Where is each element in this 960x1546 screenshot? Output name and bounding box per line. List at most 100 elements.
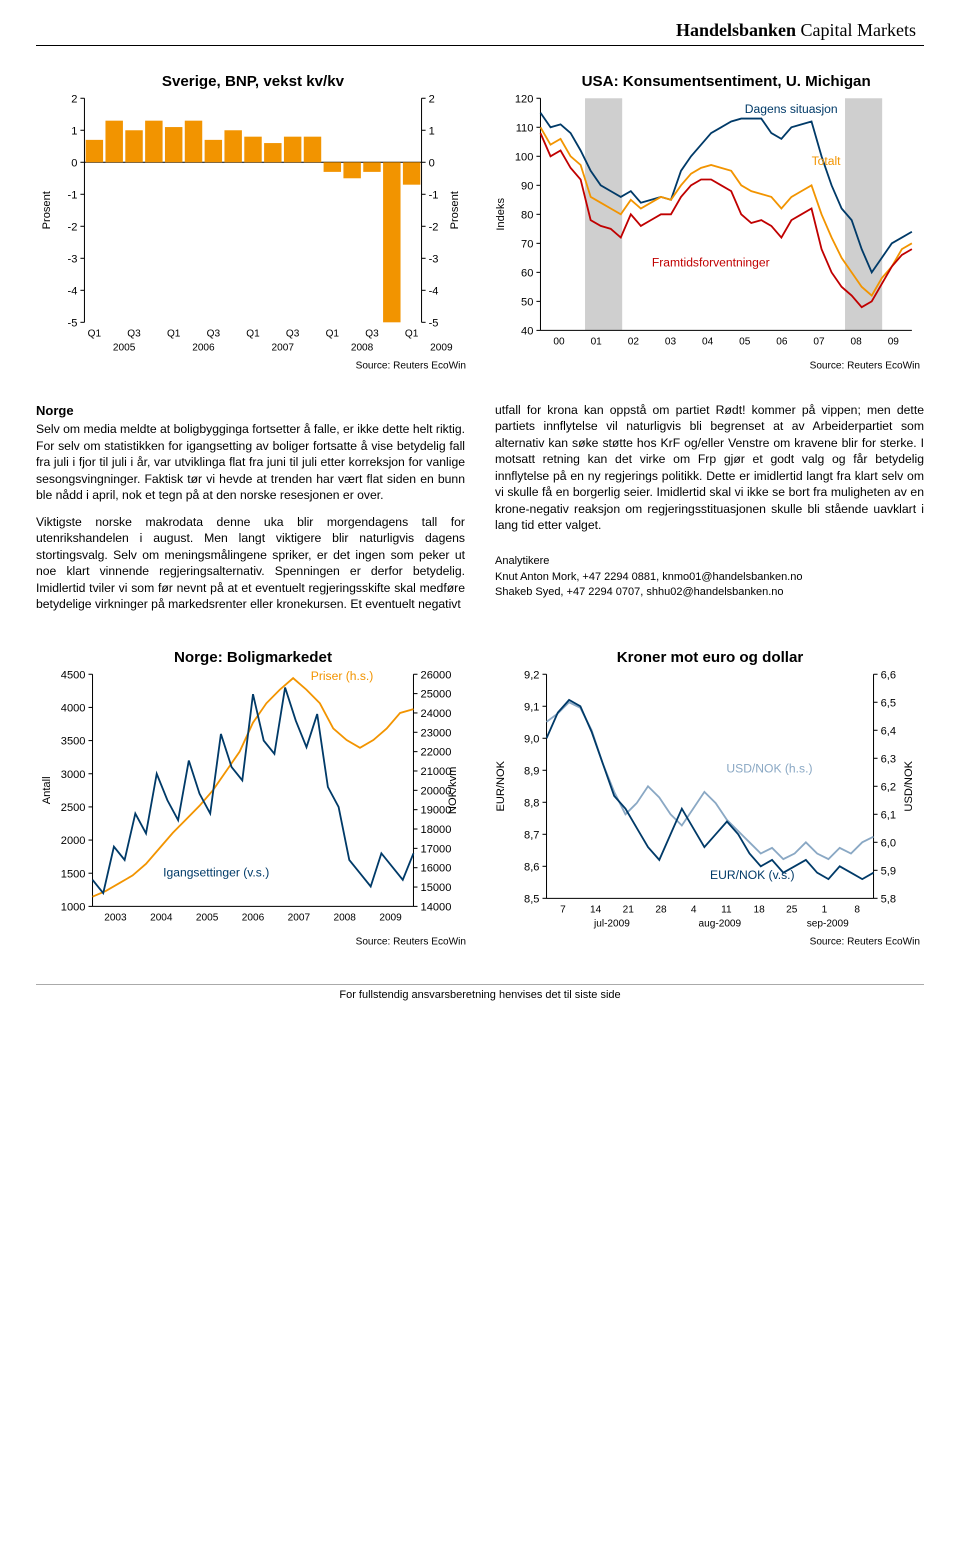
- svg-text:01: 01: [591, 337, 603, 348]
- chart3: Norge: Boligmarkedet45004000350030002500…: [36, 646, 470, 954]
- svg-text:2006: 2006: [242, 913, 265, 924]
- svg-text:40: 40: [521, 325, 533, 337]
- svg-text:2: 2: [429, 93, 435, 105]
- text-body: Norge Selv om media meldte at boligbyggi…: [36, 402, 924, 623]
- svg-text:14000: 14000: [421, 902, 452, 914]
- svg-text:-5: -5: [68, 317, 78, 329]
- svg-text:16000: 16000: [421, 863, 452, 875]
- svg-text:100: 100: [515, 151, 534, 163]
- svg-text:Q1: Q1: [405, 328, 419, 339]
- svg-text:6,4: 6,4: [881, 726, 896, 738]
- svg-text:Q1: Q1: [326, 328, 340, 339]
- svg-text:Q3: Q3: [286, 328, 300, 339]
- svg-text:2007: 2007: [272, 343, 295, 354]
- svg-text:4500: 4500: [61, 670, 86, 682]
- svg-text:3500: 3500: [61, 736, 86, 748]
- svg-text:USD/NOK (h.s.): USD/NOK (h.s.): [726, 762, 812, 776]
- svg-text:Source: Reuters EcoWin: Source: Reuters EcoWin: [810, 937, 920, 948]
- svg-text:2003: 2003: [104, 913, 127, 924]
- svg-text:Igangsettinger (v.s.): Igangsettinger (v.s.): [163, 866, 269, 880]
- svg-text:2007: 2007: [288, 913, 311, 924]
- svg-text:2500: 2500: [61, 802, 86, 814]
- svg-text:Prosent: Prosent: [41, 191, 53, 229]
- svg-text:sep-2009: sep-2009: [807, 919, 849, 930]
- svg-text:Q3: Q3: [207, 328, 221, 339]
- svg-text:Sverige, BNP, vekst kv/kv: Sverige, BNP, vekst kv/kv: [162, 73, 345, 90]
- svg-text:USA: Konsumentsentiment, U. Mi: USA: Konsumentsentiment, U. Michigan: [582, 73, 871, 90]
- brand-light: Capital Markets: [796, 20, 916, 40]
- svg-text:-5: -5: [429, 317, 439, 329]
- chart4: Kroner mot euro og dollar9,29,19,08,98,8…: [490, 646, 924, 954]
- svg-text:50: 50: [521, 296, 533, 308]
- svg-text:2008: 2008: [351, 343, 374, 354]
- svg-text:6,5: 6,5: [881, 698, 896, 710]
- svg-text:25: 25: [786, 905, 798, 916]
- svg-text:Q3: Q3: [365, 328, 379, 339]
- analyst2: Shakeb Syed, +47 2294 0707, shhu02@hande…: [495, 585, 924, 600]
- svg-text:06: 06: [776, 337, 788, 348]
- svg-text:26000: 26000: [421, 670, 452, 682]
- svg-text:15000: 15000: [421, 883, 452, 895]
- svg-text:Source: Reuters EcoWin: Source: Reuters EcoWin: [810, 361, 920, 372]
- svg-text:03: 03: [665, 337, 677, 348]
- svg-text:9,0: 9,0: [524, 734, 539, 746]
- para2: utfall for krona kan oppstå om partiet R…: [495, 402, 924, 534]
- chart4-svg: Kroner mot euro og dollar9,29,19,08,98,8…: [490, 646, 924, 949]
- svg-text:2005: 2005: [196, 913, 219, 924]
- svg-text:120: 120: [515, 93, 534, 105]
- chart3-svg: Norge: Boligmarkedet45004000350030002500…: [36, 646, 470, 949]
- svg-text:6,1: 6,1: [881, 810, 896, 822]
- svg-text:8,6: 8,6: [524, 862, 539, 874]
- svg-text:-1: -1: [429, 189, 439, 201]
- svg-text:9,2: 9,2: [524, 670, 539, 682]
- svg-text:0: 0: [71, 157, 77, 169]
- chart1-svg: Sverige, BNP, vekst kv/kv221100-1-1-2-2-…: [36, 70, 470, 373]
- svg-text:02: 02: [628, 337, 640, 348]
- svg-text:6,3: 6,3: [881, 754, 896, 766]
- svg-text:USD/NOK: USD/NOK: [903, 761, 915, 812]
- svg-text:1: 1: [71, 125, 77, 137]
- col-left: Norge Selv om media meldte at boligbyggi…: [36, 402, 465, 623]
- svg-text:8,8: 8,8: [524, 798, 539, 810]
- svg-text:Indeks: Indeks: [495, 198, 507, 231]
- svg-text:1000: 1000: [61, 902, 86, 914]
- svg-text:1500: 1500: [61, 869, 86, 881]
- svg-text:Q1: Q1: [167, 328, 181, 339]
- svg-text:NOK/kvm: NOK/kvm: [447, 767, 459, 814]
- svg-text:28: 28: [655, 905, 667, 916]
- chart2: USA: Konsumentsentiment, U. Michigan 120 1…: [490, 70, 924, 378]
- analyst1: Knut Anton Mork, +47 2294 0881, knmo01@h…: [495, 570, 924, 585]
- svg-text:80: 80: [521, 209, 533, 221]
- svg-text:70: 70: [521, 238, 533, 250]
- svg-text:18: 18: [753, 905, 765, 916]
- svg-text:Totalt: Totalt: [812, 154, 842, 168]
- svg-text:-2: -2: [68, 221, 78, 233]
- svg-text:2005: 2005: [113, 343, 136, 354]
- svg-text:Source: Reuters EcoWin: Source: Reuters EcoWin: [356, 361, 466, 372]
- brand-bold: Handelsbanken: [676, 20, 796, 40]
- svg-text:23000: 23000: [421, 728, 452, 740]
- svg-text:3000: 3000: [61, 769, 86, 781]
- svg-text:6,2: 6,2: [881, 782, 896, 794]
- svg-text:Prosent: Prosent: [449, 191, 461, 229]
- chart-row-1: Sverige, BNP, vekst kv/kv221100-1-1-2-2-…: [36, 70, 924, 378]
- svg-text:1: 1: [429, 125, 435, 137]
- analytikere: Analytikere Knut Anton Mork, +47 2294 08…: [495, 554, 924, 601]
- svg-text:Antall: Antall: [41, 777, 53, 805]
- chart1: Sverige, BNP, vekst kv/kv221100-1-1-2-2-…: [36, 70, 470, 378]
- svg-text:-4: -4: [68, 285, 78, 297]
- svg-text:Q3: Q3: [127, 328, 141, 339]
- svg-text:6,0: 6,0: [881, 838, 896, 850]
- svg-text:9,1: 9,1: [524, 702, 539, 714]
- svg-text:-3: -3: [68, 253, 78, 265]
- svg-text:8: 8: [854, 905, 860, 916]
- svg-text:09: 09: [888, 337, 900, 348]
- svg-text:8,5: 8,5: [524, 894, 539, 906]
- para1a: Selv om media meldte at boligbygginga fo…: [36, 421, 465, 503]
- svg-text:2: 2: [71, 93, 77, 105]
- section-title: Norge: [36, 402, 465, 420]
- svg-text:Source: Reuters EcoWin: Source: Reuters EcoWin: [356, 937, 466, 948]
- svg-text:90: 90: [521, 180, 533, 192]
- svg-text:14: 14: [590, 905, 602, 916]
- svg-text:4: 4: [691, 905, 697, 916]
